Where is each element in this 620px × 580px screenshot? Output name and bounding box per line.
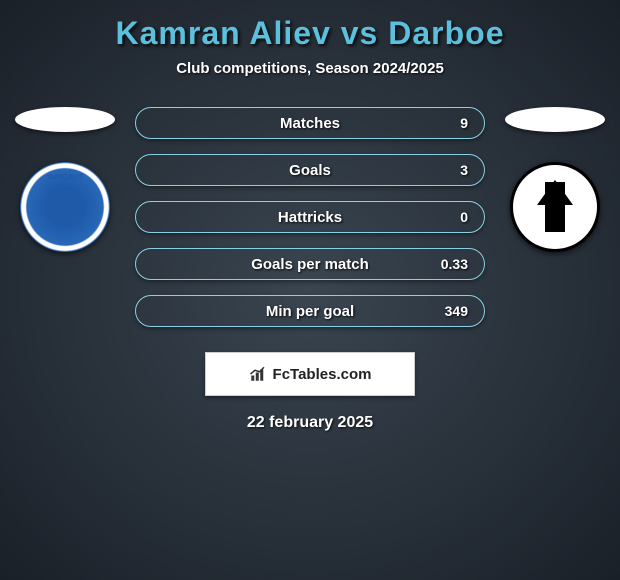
brand-box[interactable]: FcTables.com (205, 352, 415, 396)
stat-label: Goals per match (251, 256, 369, 273)
page-title: Kamran Aliev vs Darboe (116, 15, 505, 52)
stat-label: Hattricks (278, 209, 342, 226)
stat-row: Hattricks 0 (135, 201, 485, 233)
stat-value-right: 0 (460, 209, 468, 225)
left-ellipse (15, 107, 115, 132)
chart-icon (249, 365, 267, 383)
right-column (505, 107, 605, 252)
stat-row: Min per goal 349 (135, 295, 485, 327)
stat-row: Goals 3 (135, 154, 485, 186)
left-team-badge-icon (20, 162, 110, 252)
stat-label: Goals (289, 162, 331, 179)
stat-label: Min per goal (266, 303, 354, 320)
date-label: 22 february 2025 (247, 414, 373, 432)
right-team-badge-icon (510, 162, 600, 252)
main-row: Matches 9 Goals 3 Hattricks 0 Goals per … (0, 107, 620, 327)
stats-list: Matches 9 Goals 3 Hattricks 0 Goals per … (135, 107, 485, 327)
stat-value-right: 0.33 (441, 256, 468, 272)
subtitle: Club competitions, Season 2024/2025 (176, 60, 444, 77)
stat-label: Matches (280, 115, 340, 132)
brand-text: FcTables.com (273, 366, 372, 383)
stat-value-right: 9 (460, 115, 468, 131)
stat-row: Goals per match 0.33 (135, 248, 485, 280)
stat-value-right: 3 (460, 162, 468, 178)
right-ellipse (505, 107, 605, 132)
left-column (15, 107, 115, 252)
stat-row: Matches 9 (135, 107, 485, 139)
stat-value-right: 349 (445, 303, 468, 319)
